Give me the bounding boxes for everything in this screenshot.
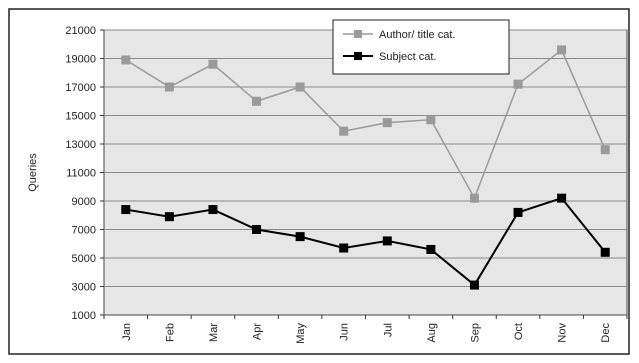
data-point <box>252 225 262 234</box>
series-line <box>125 196 606 287</box>
y-tick-label: 19000 <box>65 54 96 66</box>
y-tick-label: 7000 <box>72 225 96 237</box>
data-point <box>557 193 567 203</box>
data-point <box>469 193 479 203</box>
x-tick-label: Apr <box>252 323 264 340</box>
y-axis-title: Queries <box>27 153 39 192</box>
series-layer <box>121 45 610 290</box>
x-tick-label: Jan <box>121 323 133 341</box>
x-tick-label: Aug <box>426 323 438 343</box>
data-point <box>121 205 131 215</box>
y-tick-label: 17000 <box>65 82 96 94</box>
data-point <box>208 59 218 69</box>
x-axis-ticks: Jan Feb Mar Apr May Jun Jul Aug Sep Oct Nov Dec <box>103 315 628 344</box>
data-point <box>295 232 305 242</box>
data-point <box>164 82 174 92</box>
data-point <box>600 247 610 257</box>
data-point <box>469 280 479 290</box>
x-tick-label: Sep <box>469 323 481 343</box>
data-point <box>426 115 436 125</box>
y-tick-label: 9000 <box>72 196 96 208</box>
x-tick-label: Dec <box>600 323 612 343</box>
data-point <box>557 45 567 55</box>
x-tick-label: Oct <box>513 323 525 340</box>
y-tick-label: 21000 <box>65 25 96 37</box>
data-point <box>339 243 349 253</box>
x-tick-label: Jul <box>382 323 394 337</box>
y-tick-label: 5000 <box>72 253 96 265</box>
legend-swatch-marker <box>354 52 362 60</box>
x-tick-label: May <box>295 323 307 344</box>
y-tick-label: 15000 <box>65 111 96 123</box>
data-point <box>426 244 436 254</box>
x-tick-label: Nov <box>557 323 569 343</box>
series-1 <box>121 45 610 203</box>
data-point <box>295 82 305 92</box>
legend-label: Author/ title cat. <box>379 29 455 41</box>
data-point <box>252 96 262 106</box>
y-axis-ticks: 1000 3000 5000 7000 9000 11000 13000 15000 17000… <box>65 25 104 322</box>
data-point <box>382 236 392 246</box>
legend-box <box>332 19 510 75</box>
y-tick-label: 13000 <box>65 139 96 151</box>
data-point <box>339 126 349 136</box>
data-point <box>600 145 610 155</box>
data-point <box>513 207 523 217</box>
data-point <box>382 118 392 128</box>
x-tick-label: Jun <box>339 323 351 341</box>
series-line <box>125 48 606 200</box>
data-point <box>164 212 174 222</box>
y-tick-label: 3000 <box>72 282 96 294</box>
y-tick-label: 11000 <box>66 168 96 180</box>
series-2 <box>121 193 610 290</box>
legend: Author/ title cat. Subject cat. <box>332 19 510 75</box>
legend-swatch-marker <box>354 30 362 38</box>
y-tick-label: 1000 <box>72 310 96 322</box>
data-point <box>513 79 523 89</box>
legend-label: Subject cat. <box>379 51 436 63</box>
x-tick-label: Feb <box>164 323 176 342</box>
data-point <box>208 205 218 215</box>
data-point <box>121 55 131 65</box>
x-tick-label: Mar <box>208 323 220 342</box>
